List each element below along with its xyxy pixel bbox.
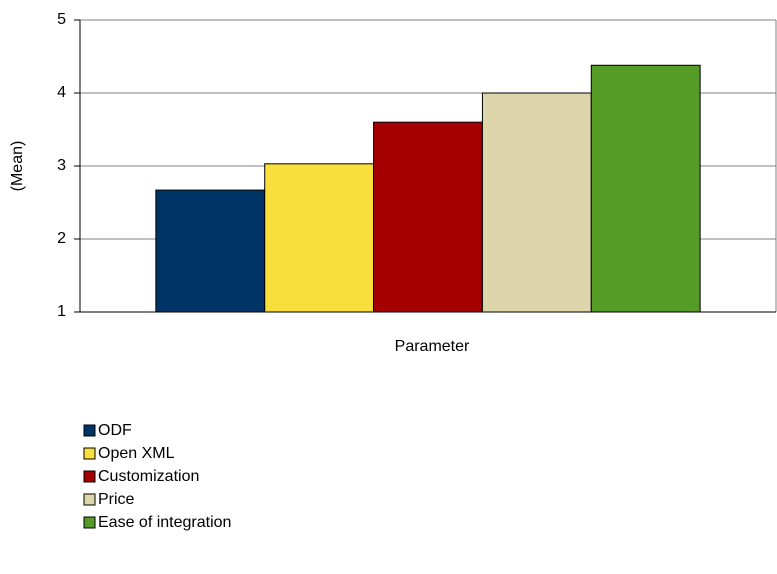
legend-swatch bbox=[83, 424, 96, 437]
y-tick-label: 5 bbox=[57, 11, 66, 28]
bar bbox=[264, 163, 375, 313]
bar bbox=[373, 121, 483, 313]
legend-label: Customization bbox=[98, 468, 199, 485]
y-tick-label: 2 bbox=[57, 230, 66, 247]
y-tick-label: 1 bbox=[57, 303, 66, 320]
legend-swatch bbox=[83, 516, 96, 529]
bar bbox=[481, 92, 592, 313]
bar bbox=[590, 64, 701, 313]
y-tick-label: 4 bbox=[57, 84, 66, 101]
legend-label: Open XML bbox=[98, 445, 175, 462]
y-axis-label: (Mean) bbox=[9, 141, 26, 192]
y-tick-label: 3 bbox=[57, 157, 66, 174]
legend-swatch bbox=[83, 470, 96, 483]
legend-swatch bbox=[83, 493, 96, 506]
legend-swatch bbox=[83, 447, 96, 460]
legend-label: ODF bbox=[98, 422, 132, 439]
legend-label: Ease of integration bbox=[98, 514, 231, 531]
bar bbox=[155, 189, 266, 313]
legend-label: Price bbox=[98, 491, 135, 508]
x-axis-label: Parameter bbox=[395, 338, 470, 355]
